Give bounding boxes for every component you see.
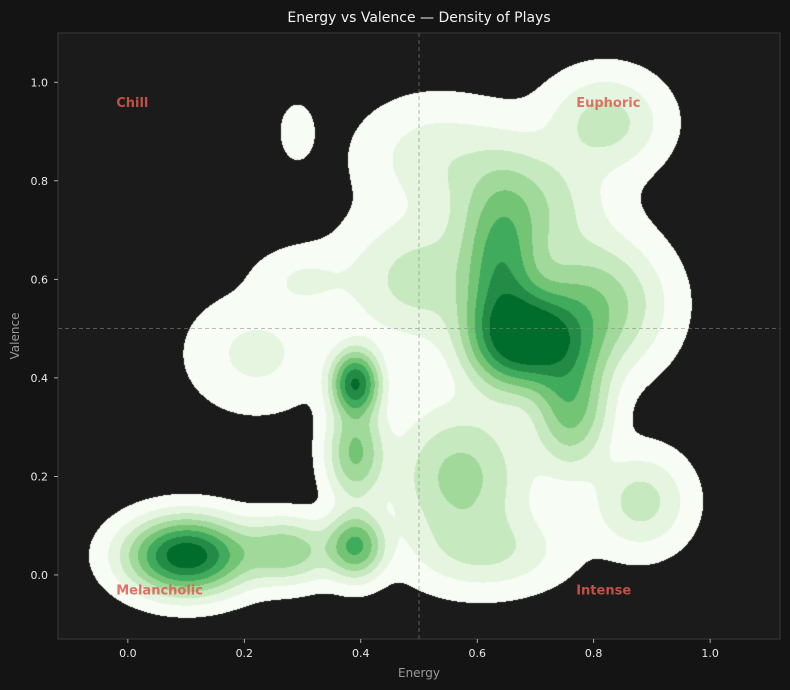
quadrant-label-chill: Chill	[116, 96, 148, 111]
x-tick-label: 0.4	[352, 647, 370, 660]
quadrant-label-euphoric: Euphoric	[576, 96, 640, 111]
quadrant-label-melancholic: Melancholic	[116, 584, 203, 599]
y-tick-label: 0.0	[31, 569, 49, 582]
x-tick-label: 0.6	[468, 647, 486, 660]
x-axis-label: Energy	[398, 666, 440, 680]
x-tick-label: 0.0	[119, 647, 137, 660]
y-tick-label: 0.6	[31, 273, 49, 286]
plot-area: 0.0 0.2 0.4 0.6 0.8 1.0 0.0 0.2 0.4 0.6 0.8 1.0 Chil…	[31, 32, 781, 660]
y-tick-label: 0.2	[31, 470, 49, 483]
x-tick-label: 0.8	[585, 647, 603, 660]
x-tick-label: 0.2	[236, 647, 254, 660]
y-tick-label: 0.4	[31, 372, 49, 385]
y-tick-label: 0.8	[31, 175, 49, 188]
y-axis-label: Valence	[8, 313, 22, 360]
chart-title: Energy vs Valence — Density of Plays	[287, 10, 550, 26]
axes-frame	[57, 32, 781, 640]
quadrant-label-intense: Intense	[576, 584, 631, 599]
x-tick-label: 1.0	[701, 647, 719, 660]
y-tick-label: 1.0	[31, 76, 49, 89]
